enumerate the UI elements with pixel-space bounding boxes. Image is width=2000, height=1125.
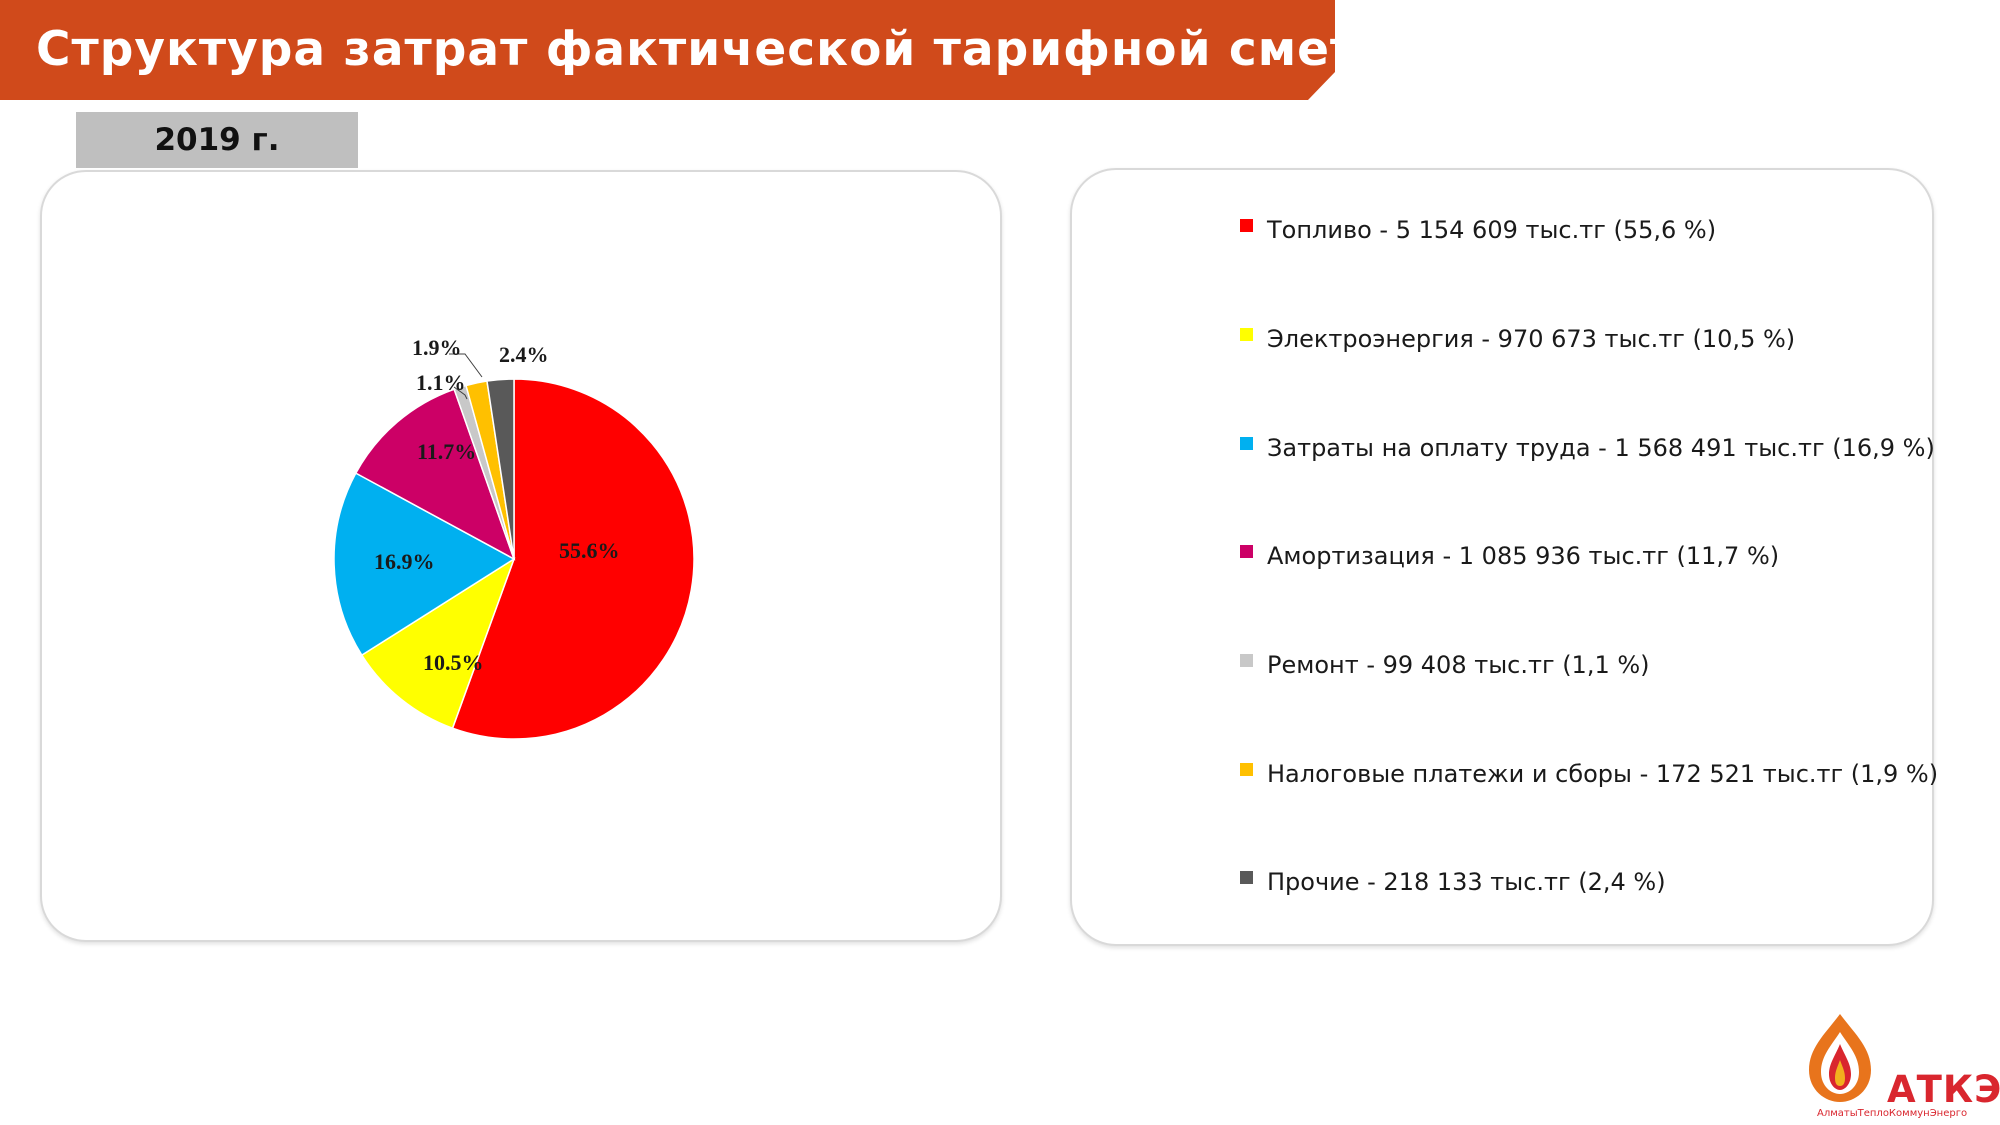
- data-label-other: 2.4%: [499, 342, 549, 367]
- legend-item-other: Прочие - 218 133 тыс.тг (2,4 %): [1240, 862, 1666, 902]
- pie-slice-labor: [333, 472, 516, 657]
- data-label-labor: 16.9%: [374, 549, 435, 574]
- legend-label: Электроэнергия - 970 673 тыс.тг (10,5 %): [1267, 325, 1796, 353]
- pie-slice-other: [486, 378, 515, 560]
- title-banner: Структура затрат фактической тарифной см…: [0, 0, 1401, 100]
- legend-swatch: [1240, 544, 1253, 558]
- flame-logo-icon: [1809, 1014, 1871, 1102]
- legend-item-labor: Затраты на оплату труда - 1 568 491 тыс.…: [1240, 428, 1935, 468]
- pie-slice-depreciation: [354, 388, 516, 561]
- leader-line-repair: [453, 386, 468, 400]
- page-title: Структура затрат фактической тарифной см…: [36, 22, 1402, 77]
- pie-chart: 55.6% 10.5% 16.9% 11.7% 1.1% 1.9% 2.4%: [333, 335, 695, 740]
- legend-item-electricity: Электроэнергия - 970 673 тыс.тг (10,5 %): [1240, 319, 1795, 359]
- year-badge: 2019 г.: [76, 112, 358, 168]
- logo-subtitle: АлматыТеплоКоммунЭнерго: [1817, 1108, 1968, 1119]
- title-banner-shape: [0, 0, 1335, 100]
- legend-item-repair: Ремонт - 99 408 тыс.тг (1,1 %): [1240, 645, 1650, 685]
- legend-label: Прочие - 218 133 тыс.тг (2,4 %): [1267, 868, 1666, 896]
- data-label-depreciation: 11.7%: [417, 439, 476, 464]
- legend-label: Ремонт - 99 408 тыс.тг (1,1 %): [1267, 651, 1650, 679]
- legend-panel: Топливо - 5 154 609 тыс.тг (55,6 %) Элек…: [1070, 168, 1938, 946]
- logo-name: АТКЭ: [1887, 1068, 2000, 1111]
- legend-item-depreciation: Амортизация - 1 085 936 тыс.тг (11,7 %): [1240, 536, 1779, 576]
- data-label-repair: 1.1%: [416, 370, 466, 395]
- legend-swatch: [1240, 653, 1253, 667]
- legend-label: Топливо - 5 154 609 тыс.тг (55,6 %): [1267, 216, 1717, 244]
- chart-panel: 55.6% 10.5% 16.9% 11.7% 1.1% 1.9% 2.4%: [40, 170, 1002, 942]
- legend-swatch: [1240, 218, 1253, 232]
- legend-label: Амортизация - 1 085 936 тыс.тг (11,7 %): [1267, 542, 1780, 570]
- legend-item-fuel: Топливо - 5 154 609 тыс.тг (55,6 %): [1240, 210, 1716, 250]
- legend-item-taxes: Налоговые платежи и сборы - 172 521 тыс.…: [1240, 754, 1938, 794]
- data-label-fuel: 55.6%: [559, 538, 620, 563]
- legend-swatch: [1240, 436, 1253, 450]
- pie-slice-electricity: [360, 557, 516, 730]
- legend-label: Затраты на оплату труда - 1 568 491 тыс.…: [1267, 434, 1935, 462]
- legend-swatch: [1240, 327, 1253, 341]
- leader-line-taxes: [449, 353, 483, 378]
- pie-slice-fuel: [451, 378, 695, 740]
- data-label-taxes: 1.9%: [412, 335, 462, 360]
- legend-label: Налоговые платежи и сборы - 172 521 тыс.…: [1267, 760, 1939, 788]
- legend-swatch: [1240, 870, 1253, 884]
- data-label-electricity: 10.5%: [423, 650, 484, 675]
- company-logo: АТКЭ АлматыТеплоКоммунЭнерго: [1795, 1010, 2000, 1120]
- legend-swatch: [1240, 762, 1253, 776]
